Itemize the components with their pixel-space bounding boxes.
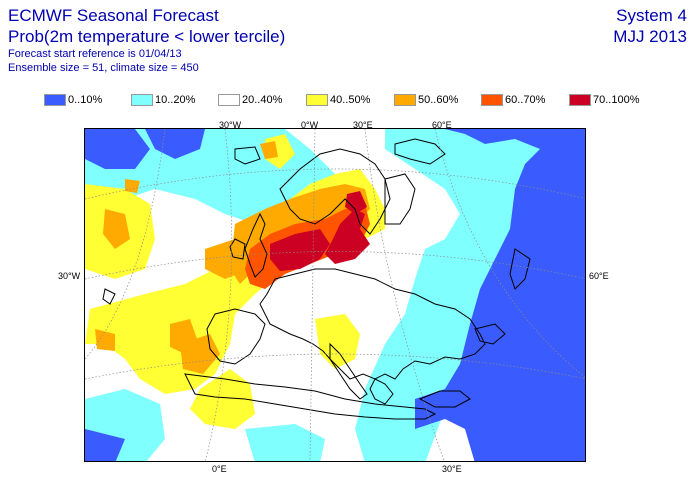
graticule bbox=[85, 129, 585, 461]
forecast-map bbox=[84, 128, 586, 462]
legend-label-6: 70..100% bbox=[593, 94, 640, 106]
grid-label-left-0: 30°W bbox=[58, 271, 81, 281]
grid-label-bottom-1: 30°E bbox=[442, 464, 462, 474]
legend-swatch-2 bbox=[218, 94, 240, 106]
grid-label-bottom-0: 0°E bbox=[212, 464, 227, 474]
grid-label-top-0: 30°W bbox=[219, 120, 242, 130]
system-label: System 4 bbox=[616, 6, 687, 25]
map-canvas bbox=[85, 129, 585, 461]
legend-swatch-4 bbox=[394, 94, 416, 106]
legend-label-3: 40..50% bbox=[330, 94, 371, 106]
ensemble-size: Ensemble size = 51, climate size = 450 bbox=[8, 62, 199, 74]
legend-swatch-0 bbox=[44, 94, 66, 106]
legend-swatch-3 bbox=[306, 94, 328, 106]
period-label: MJJ 2013 bbox=[613, 27, 687, 46]
legend-label-5: 60..70% bbox=[505, 94, 546, 106]
legend-label-1: 10..20% bbox=[155, 94, 196, 106]
prob-70-100-region bbox=[270, 191, 370, 271]
map-subtitle: Prob(2m temperature < lower tercile) bbox=[8, 27, 286, 46]
coastlines bbox=[102, 138, 531, 420]
map-title: ECMWF Seasonal Forecast bbox=[8, 6, 219, 25]
forecast-start-ref: Forecast start reference is 01/04/13 bbox=[8, 48, 182, 60]
legend-swatch-5 bbox=[481, 94, 503, 106]
legend: 0..10% 10..20% 20..40% 40..50% 50..60% 6… bbox=[44, 94, 684, 108]
legend-swatch-6 bbox=[569, 94, 591, 106]
grid-label-top-1: 0°W bbox=[301, 120, 319, 130]
legend-label-4: 50..60% bbox=[418, 94, 459, 106]
legend-swatch-1 bbox=[131, 94, 153, 106]
grid-label-top-2: 30°E bbox=[353, 120, 373, 130]
grid-label-top-3: 60°E bbox=[432, 120, 452, 130]
grid-label-right-0: 60°E bbox=[589, 271, 609, 281]
prob-0-10-region bbox=[85, 129, 585, 461]
legend-label-2: 20..40% bbox=[242, 94, 283, 106]
legend-label-0: 0..10% bbox=[68, 94, 103, 106]
